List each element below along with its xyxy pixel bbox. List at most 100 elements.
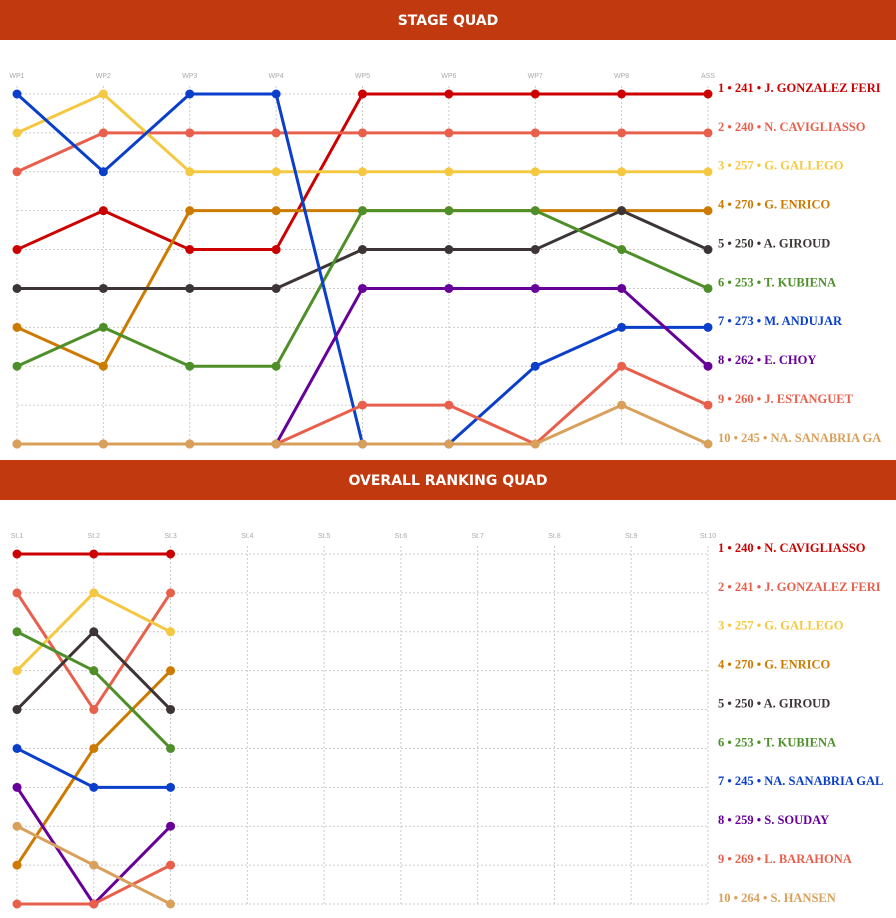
rank-point — [166, 860, 176, 870]
rank-point — [12, 627, 22, 637]
rank-point — [98, 206, 108, 216]
rank-point — [271, 167, 281, 177]
rank-point — [166, 899, 176, 909]
rank-point — [703, 283, 713, 293]
rank-point — [185, 439, 195, 449]
rank-point — [185, 361, 195, 371]
rank-point — [185, 245, 195, 255]
rank-point — [12, 549, 22, 559]
rank-point — [444, 167, 454, 177]
rank-point — [617, 167, 627, 177]
rank-point — [12, 167, 22, 177]
rank-point — [12, 666, 22, 676]
legend-label: 5 • 250 • A. GIROUD — [718, 696, 830, 710]
x-tick-label: St.3 — [164, 533, 177, 540]
legend-label: 4 • 270 • G. ENRICO — [718, 198, 831, 212]
rank-point — [530, 206, 540, 216]
x-tick-label: St.9 — [625, 533, 638, 540]
rank-point — [530, 245, 540, 255]
x-tick-label: WP7 — [528, 73, 543, 80]
rank-point — [358, 283, 367, 293]
rank-point — [358, 89, 367, 99]
rank-line — [274, 286, 710, 445]
legend-label: 3 • 257 • G. GALLEGO — [718, 619, 844, 633]
rank-point — [12, 322, 22, 332]
rank-point — [12, 245, 22, 255]
rank-point — [703, 400, 713, 410]
rank-point — [271, 245, 281, 255]
rank-point — [12, 782, 22, 792]
x-tick-label: WP2 — [96, 73, 111, 80]
header-bar — [0, 0, 896, 40]
rank-point — [530, 361, 540, 371]
rank-point — [98, 439, 108, 449]
rank-point — [444, 245, 454, 255]
chart-title: OVERALL RANKING QUAD — [348, 473, 547, 489]
x-tick-label: St.1 — [11, 533, 24, 540]
legend-label: 8 • 262 • E. CHOY — [718, 353, 816, 367]
rank-point — [185, 206, 195, 216]
legend-label: 1 • 240 • N. CAVIGLIASSO — [718, 541, 866, 555]
rank-point — [617, 283, 627, 293]
rank-point — [617, 89, 627, 99]
rank-point — [358, 245, 367, 255]
rank-point — [12, 899, 22, 909]
rank-point — [617, 128, 627, 138]
legend-label: 9 • 260 • J. ESTANGUET — [718, 392, 854, 406]
rank-point — [89, 627, 99, 637]
rank-point — [703, 439, 713, 449]
rank-point — [12, 743, 22, 753]
legend-label: 7 • 245 • NA. SANABRIA GAL — [718, 774, 883, 788]
rank-point — [98, 128, 108, 138]
x-tick-label: ASS — [701, 73, 715, 80]
rank-point — [530, 283, 540, 293]
x-tick-label: WP3 — [182, 73, 197, 80]
rank-point — [703, 322, 713, 332]
rank-point — [358, 167, 367, 177]
rank-point — [89, 705, 99, 715]
rank-point — [185, 167, 195, 177]
x-tick-label: St.5 — [318, 533, 331, 540]
rank-point — [166, 743, 176, 753]
rank-point — [166, 782, 176, 792]
rank-point — [617, 245, 627, 255]
legend-label: 5 • 250 • A. GIROUD — [718, 236, 830, 250]
rank-point — [89, 743, 99, 753]
rank-point — [271, 89, 281, 99]
rank-point — [166, 588, 176, 598]
rank-point — [12, 860, 22, 870]
rank-point — [703, 89, 713, 99]
rank-point — [271, 206, 281, 216]
rank-point — [530, 89, 540, 99]
legend-label: 6 • 253 • T. KUBIENA — [718, 275, 836, 289]
rank-point — [12, 283, 22, 293]
rank-point — [12, 588, 22, 598]
rank-point — [12, 821, 22, 831]
rank-point — [166, 705, 176, 715]
x-tick-label: WP8 — [614, 73, 629, 80]
rank-point — [12, 705, 22, 715]
rank-point — [89, 588, 99, 598]
rank-point — [89, 860, 99, 870]
rank-point — [89, 549, 99, 559]
rank-point — [703, 128, 713, 138]
rank-point — [271, 283, 281, 293]
legend-label: 8 • 259 • S. SOUDAY — [718, 813, 829, 827]
rank-point — [89, 782, 99, 792]
legend-label: 2 • 240 • N. CAVIGLIASSO — [718, 120, 866, 134]
header-bar — [0, 460, 896, 500]
rank-point — [12, 439, 22, 449]
x-tick-label: WP6 — [441, 73, 456, 80]
rank-point — [98, 89, 108, 99]
rank-point — [271, 361, 281, 371]
rank-point — [166, 627, 176, 637]
x-tick-label: WP4 — [269, 73, 284, 80]
x-tick-label: WP1 — [9, 73, 24, 80]
rank-point — [703, 245, 713, 255]
rank-point — [444, 89, 454, 99]
rank-point — [166, 821, 176, 831]
rank-point — [12, 89, 22, 99]
rank-point — [358, 439, 367, 449]
chart-title: STAGE QUAD — [398, 13, 499, 29]
